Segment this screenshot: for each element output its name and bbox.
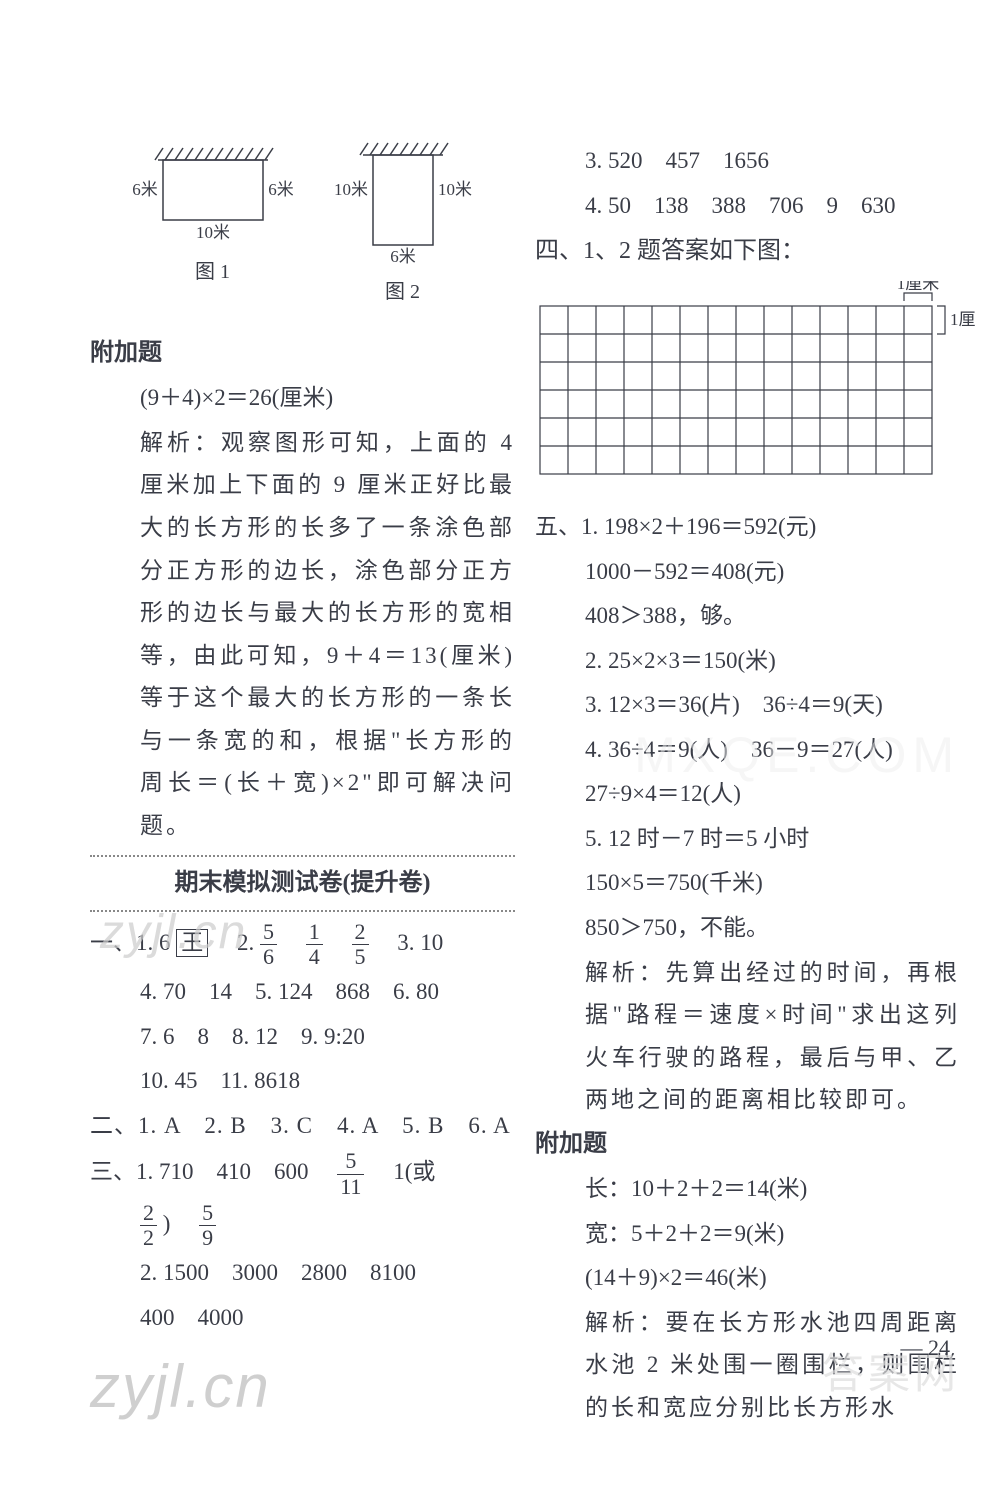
diagram-1-svg: 6米 6米 10米 bbox=[133, 140, 293, 250]
fujia-eq: (9＋4)×2＝26(厘米) bbox=[90, 377, 515, 420]
grid-right-label: 1厘米 bbox=[950, 310, 975, 329]
grid-top-label: 1厘米 bbox=[897, 281, 940, 293]
s5-l8: 5. 12 时－7 时＝5 小时 bbox=[535, 818, 960, 861]
s3-f2n: 2 bbox=[140, 1201, 157, 1226]
s3-r2: 22 ) 59 bbox=[90, 1201, 515, 1250]
s3-r4: 400 4000 bbox=[90, 1297, 515, 1340]
f2b-n: 1 bbox=[306, 920, 323, 945]
d2-left-label: 10米 bbox=[334, 180, 368, 199]
s3-f2d: 2 bbox=[140, 1226, 157, 1250]
watermark-4: MXQE.COM bbox=[634, 726, 960, 784]
s5-l1: 五、1. 198×2＋196＝592(元) bbox=[535, 506, 960, 549]
d2-bottom-label: 6米 bbox=[390, 247, 416, 266]
f2c-d: 5 bbox=[352, 945, 369, 969]
s5-l5: 3. 12×3＝36(片) 36÷4＝9(天) bbox=[535, 684, 960, 727]
watermark-2: zyjl.cn bbox=[90, 1352, 271, 1421]
d2-right-label: 10米 bbox=[438, 180, 472, 199]
s3-r1: 三、1. 710 410 600 511 1(或 bbox=[90, 1149, 515, 1198]
s3-f3n: 5 bbox=[199, 1201, 216, 1226]
diagram-2-label: 图 2 bbox=[333, 274, 473, 311]
fujia-title: 附加题 bbox=[90, 331, 515, 375]
s3-r3: 2. 1500 3000 2800 8100 bbox=[90, 1252, 515, 1295]
f2b-d: 4 bbox=[306, 945, 323, 969]
watermark-1: zyjl.cn bbox=[100, 905, 247, 960]
d1-left-label: 6米 bbox=[133, 180, 158, 199]
r-fujia-title: 附加题 bbox=[535, 1122, 960, 1166]
f2c-n: 2 bbox=[352, 920, 369, 945]
s5-l2: 1000－592＝408(元) bbox=[535, 551, 960, 594]
s1-r4: 10. 45 11. 8618 bbox=[90, 1060, 515, 1103]
s1-r2: 4. 70 14 5. 124 868 6. 80 bbox=[90, 971, 515, 1014]
s3-r1b: 1(或 bbox=[393, 1159, 435, 1184]
s3-f1d: 11 bbox=[337, 1175, 364, 1199]
diagram-1-label: 图 1 bbox=[133, 254, 293, 291]
s1-i3: 3. 10 bbox=[397, 930, 443, 955]
s4-title: 四、1、2 题答案如下图： bbox=[535, 229, 960, 273]
s5-l3: 408＞388，够。 bbox=[535, 595, 960, 638]
page-number: — 24 bbox=[901, 1335, 951, 1361]
s5-l11: 解析：先算出经过的时间，再根据"路程＝速度×时间"求出这列火车行驶的路程，最后与… bbox=[535, 952, 960, 1122]
diagram-2-svg: 10米 10米 6米 bbox=[333, 140, 473, 270]
s5-l9: 150×5＝750(千米) bbox=[535, 862, 960, 905]
diagram-1: 6米 6米 10米 图 1 bbox=[133, 140, 293, 311]
diagram-2: 10米 10米 6米 图 2 bbox=[333, 140, 473, 311]
s2: 二、1. A 2. B 3. C 4. A 5. B 6. A bbox=[90, 1105, 515, 1148]
grid-svg: 1厘米 1厘米 bbox=[535, 281, 975, 481]
test-title: 期末模拟测试卷(提升卷) bbox=[90, 855, 515, 911]
d1-bottom-label: 10米 bbox=[196, 223, 230, 242]
r-fl3: (14＋9)×2＝46(米) bbox=[535, 1257, 960, 1300]
s3-r1a: 三、1. 710 410 600 bbox=[90, 1159, 309, 1184]
s5-l4: 2. 25×2×3＝150(米) bbox=[535, 640, 960, 683]
f2a-n: 5 bbox=[260, 920, 277, 945]
r-r3: 3. 520 457 1656 bbox=[535, 140, 960, 183]
s3-f3d: 9 bbox=[199, 1226, 216, 1250]
r-fl1: 长：10＋2＋2＝14(米) bbox=[535, 1168, 960, 1211]
fujia-para: 解析：观察图形可知，上面的 4 厘米加上下面的 9 厘米正好比最大的长方形的长多… bbox=[90, 422, 515, 847]
s3-f1n: 5 bbox=[337, 1149, 364, 1174]
s1-r3: 7. 6 8 8. 12 9. 9:20 bbox=[90, 1016, 515, 1059]
d1-right-label: 6米 bbox=[268, 180, 293, 199]
r-r4: 4. 50 138 388 706 9 630 bbox=[535, 185, 960, 228]
diagrams: 6米 6米 10米 图 1 10米 10米 6米 bbox=[90, 140, 515, 311]
f2a-d: 6 bbox=[260, 945, 277, 969]
r-fl2: 宽：5＋2＋2＝9(米) bbox=[535, 1213, 960, 1256]
s5-l10: 850＞750，不能。 bbox=[535, 907, 960, 950]
s3-r2mid: ) bbox=[163, 1211, 171, 1236]
